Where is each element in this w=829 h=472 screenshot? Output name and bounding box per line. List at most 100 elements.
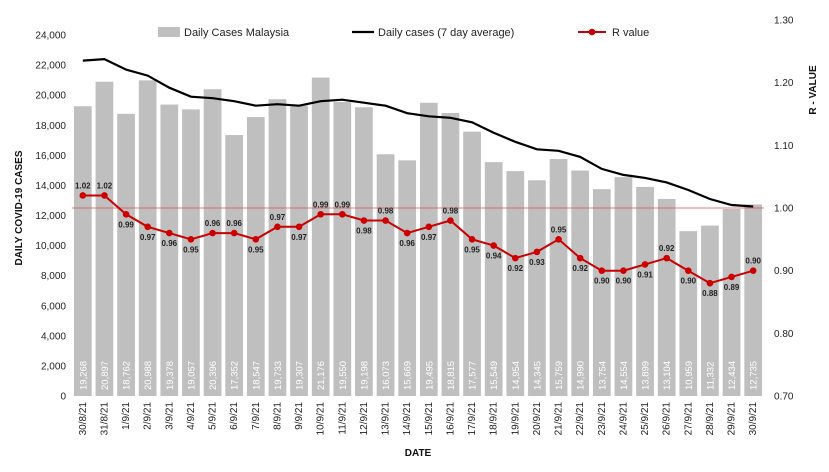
r-value-label: 0.97: [140, 233, 156, 242]
bar: [636, 186, 654, 396]
y-tick-label: 24,000: [35, 31, 66, 42]
r-value-label: 0.96: [226, 219, 242, 228]
r-value-point: [79, 192, 87, 199]
bar-value-label: 18,762: [122, 361, 133, 390]
x-tick-label: 21/9/21: [554, 402, 565, 436]
bar-value-label: 19,057: [186, 361, 197, 390]
r-value-point: [360, 217, 368, 224]
legend-label-r: R value: [612, 27, 649, 39]
bar: [355, 107, 373, 396]
y2-tick-label: 1.10: [774, 141, 794, 152]
y-tick-label: 22,000: [35, 61, 66, 72]
x-axis-ticks: 30/8/21 31/8/21 1/9/21 2/9/21 3/9/21 4/9/21 5/…: [78, 402, 759, 436]
bar-value-label: 10,959: [684, 361, 695, 390]
r-value-label: 0.97: [291, 233, 307, 242]
x-tick-label: 20/9/21: [532, 402, 543, 436]
bar: [117, 113, 135, 396]
y2-tick-label: 1.00: [774, 204, 794, 215]
bar: [290, 105, 308, 397]
r-value-point: [166, 229, 173, 237]
r-value-point: [144, 223, 151, 231]
y-axis-title: DAILY COVID-19 CASES: [14, 150, 25, 265]
r-value-point: [663, 254, 670, 262]
x-tick-label: 25/9/21: [640, 402, 651, 436]
y2-axis-ticks: 0.70 0.80 0.90 1.00 1.10 1.20 1.30: [774, 16, 794, 403]
r-value-label: 0.94: [486, 252, 502, 261]
x-tick-label: 6/9/21: [229, 402, 240, 430]
r-value-point: [706, 279, 714, 287]
bar-value-label: 12,434: [727, 361, 738, 390]
x-tick-label: 5/9/21: [208, 402, 219, 430]
bar-value-label: 17,577: [468, 361, 479, 390]
bar: [268, 99, 287, 396]
r-value-label: 0.99: [335, 200, 351, 209]
r-value-label: 1.02: [75, 181, 91, 190]
r-value-label: 0.96: [205, 219, 221, 228]
bar: [73, 106, 92, 396]
x-tick-label: 24/9/21: [618, 402, 629, 436]
y-tick-label: 8,000: [41, 271, 66, 282]
r-value-label: 0.98: [356, 227, 372, 236]
bar-value-label: 19,733: [273, 361, 284, 390]
average-line-group: [82, 57, 754, 208]
r-value-point: [295, 223, 303, 231]
bar-value-label: 16,073: [381, 361, 392, 390]
y-tick-label: 6,000: [41, 301, 66, 312]
x-tick-label: 3/9/21: [164, 402, 175, 430]
x-tick-label: 13/9/21: [381, 402, 392, 436]
bar: [311, 77, 330, 396]
bar-value-label: 21,176: [316, 361, 327, 390]
bar: [701, 225, 719, 396]
r-value-point: [209, 229, 216, 237]
r-value-label: 0.96: [162, 239, 178, 248]
bar-value-label: 19,307: [295, 361, 306, 390]
x-tick-label: 17/9/21: [467, 402, 478, 436]
r-value-point: [101, 192, 108, 199]
bar-value-label: 19,198: [359, 361, 370, 390]
y2-tick-label: 1.20: [774, 78, 794, 89]
x-tick-label: 29/9/21: [727, 402, 738, 436]
bar-value-label: 11,332: [705, 362, 716, 390]
r-value-label: 0.95: [183, 245, 199, 254]
bar: [398, 160, 417, 396]
bar-value-label: 14,990: [576, 361, 587, 390]
r-value-point: [468, 236, 476, 243]
x-axis-title: DATE: [405, 448, 432, 459]
y2-tick-label: 0.90: [774, 266, 794, 277]
legend-swatch-bars: [158, 27, 180, 37]
x-tick-label: 2/9/21: [143, 402, 154, 430]
x-tick-label: 27/9/21: [683, 402, 694, 436]
y-tick-label: 18,000: [35, 121, 66, 132]
bar-value-label: 14,954: [511, 361, 522, 390]
x-tick-label: 12/9/21: [359, 402, 370, 436]
r-value-line: [82, 194, 754, 285]
r-value-point: [187, 236, 195, 243]
r-value-point: [685, 267, 692, 274]
y-tick-label: 2,000: [41, 361, 66, 372]
bar: [419, 102, 438, 396]
bar: [549, 158, 568, 396]
legend: Daily Cases Malaysia Daily cases (7 day a…: [158, 27, 649, 39]
bar-value-label: 19,495: [424, 361, 435, 390]
x-tick-label: 30/8/21: [78, 402, 89, 436]
r-value-label: 0.90: [745, 257, 761, 266]
r-value-label: 0.91: [637, 270, 653, 279]
x-tick-label: 28/9/21: [705, 402, 716, 436]
bar: [203, 89, 222, 396]
y-tick-label: 0: [60, 392, 66, 403]
r-value-label: 0.98: [378, 207, 394, 216]
bar-value-label: 15,759: [554, 361, 565, 390]
bar: [484, 162, 503, 396]
r-value-label: 0.90: [681, 277, 697, 286]
r-value-point: [620, 267, 627, 274]
bar-value-label: 17,352: [230, 361, 241, 390]
r-value-point: [490, 242, 497, 249]
bar-value-label: 19,268: [78, 361, 89, 390]
bar-value-label: 20,396: [208, 361, 219, 390]
r-value-point: [425, 223, 433, 231]
x-tick-label: 14/9/21: [402, 402, 413, 436]
r-value-label: 1.02: [97, 181, 113, 190]
r-value-label: 0.92: [508, 264, 524, 273]
bar: [614, 177, 633, 396]
